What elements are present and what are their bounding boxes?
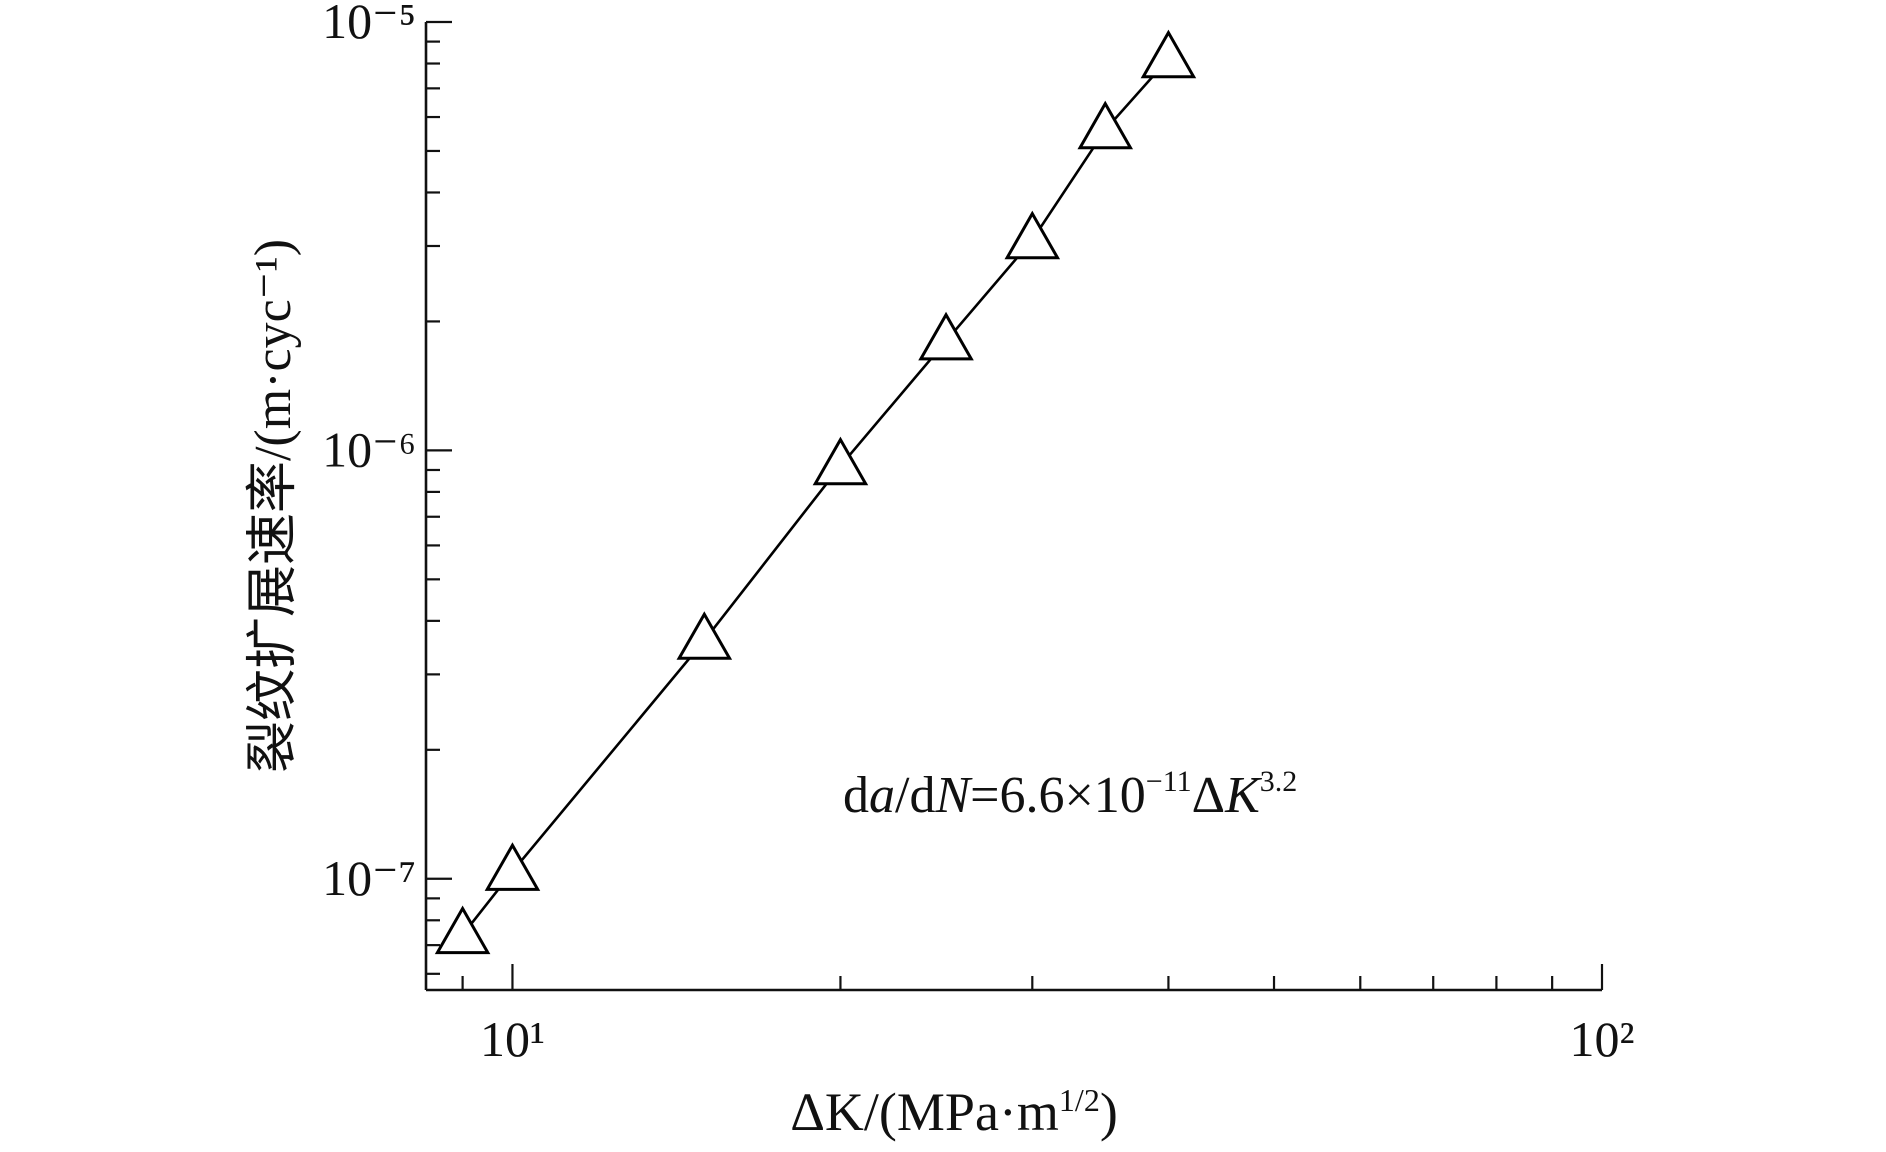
annotation-part: N xyxy=(934,767,973,824)
annotation-part: −11 xyxy=(1146,765,1192,798)
y-axis-label: 裂纹扩展速率/(m·cyc⁻¹) xyxy=(245,239,302,773)
annotation: da/dN=6.6×10−11ΔK3.2 xyxy=(843,765,1297,824)
data-marker xyxy=(1077,100,1134,150)
annotation-part: 3.2 xyxy=(1260,765,1298,798)
x-tick-label: 10² xyxy=(1570,1011,1635,1067)
x-axis-label-part: ΔK/(MPa·m xyxy=(790,1082,1059,1142)
y-tick-label: 10⁻⁷ xyxy=(322,850,416,906)
data-marker xyxy=(812,436,869,486)
y-tick-label: 10⁻⁵ xyxy=(322,0,416,49)
x-axis-label: ΔK/(MPa·m1/2) xyxy=(790,1082,1118,1142)
data-marker xyxy=(484,842,541,891)
data-marker xyxy=(1140,29,1197,79)
data-marker xyxy=(434,905,491,955)
x-tick-label: 10¹ xyxy=(480,1011,545,1067)
x-axis-label-part: 1/2 xyxy=(1059,1082,1100,1118)
data-marker xyxy=(676,611,733,660)
annotation-part: d xyxy=(843,767,869,824)
y-tick-label: 10⁻⁶ xyxy=(322,421,416,477)
data-marker xyxy=(918,311,974,361)
annotation-part: =6.6×10 xyxy=(970,767,1146,824)
annotation-part: K xyxy=(1224,767,1262,824)
data-marker xyxy=(1004,210,1061,260)
annotation-part: a xyxy=(869,767,895,824)
annotation-part: /d xyxy=(895,767,935,824)
x-axis-label-part: ) xyxy=(1100,1082,1118,1142)
annotation-part: Δ xyxy=(1192,767,1225,824)
